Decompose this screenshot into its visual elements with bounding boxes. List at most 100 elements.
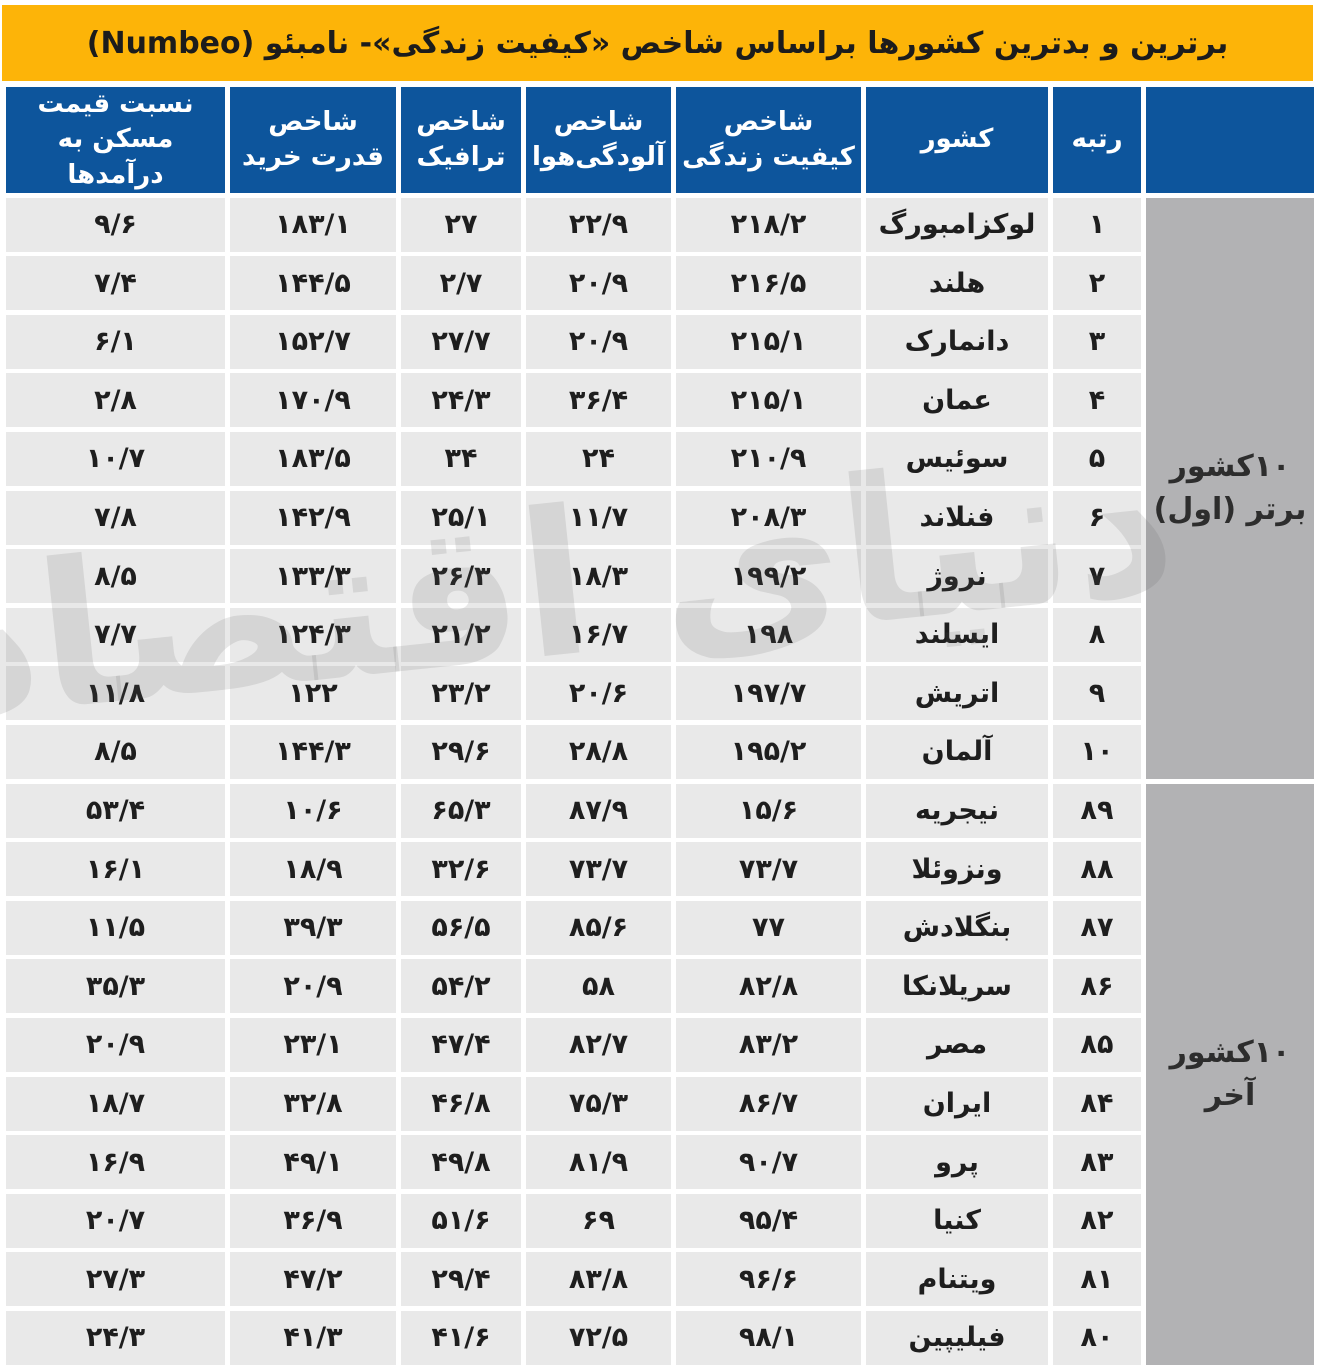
cell-quality-of-life-index: ۹۶/۶ (677, 1252, 862, 1307)
cell-rank: ۲ (1054, 256, 1142, 311)
cell-rank: ۸۰ (1054, 1310, 1142, 1365)
cell-traffic-index: ۴۹/۸ (402, 1135, 522, 1190)
cell-country: اتریش (867, 666, 1049, 721)
cell-house-price-to-income: ۱۰/۷ (7, 431, 226, 486)
cell-rank: ۹ (1054, 666, 1142, 721)
cell-house-price-to-income: ۱۱/۸ (7, 666, 226, 721)
cell-traffic-index: ۴۱/۶ (402, 1310, 522, 1365)
cell-quality-of-life-index: ۹۵/۴ (677, 1193, 862, 1248)
cell-air-pollution-index: ۸۳/۸ (527, 1252, 672, 1307)
column-header-quality-of-life-index: شاخص کیفیت زندگی (677, 87, 862, 193)
cell-air-pollution-index: ۱۶/۷ (527, 607, 672, 662)
cell-air-pollution-index: ۸۲/۷ (527, 1017, 672, 1072)
cell-country: هلند (867, 256, 1049, 311)
cell-traffic-index: ۲/۷ (402, 256, 522, 311)
cell-air-pollution-index: ۵۸ (527, 959, 672, 1014)
cell-air-pollution-index: ۱۸/۳ (527, 549, 672, 604)
cell-air-pollution-index: ۷۲/۵ (527, 1310, 672, 1365)
cell-quality-of-life-index: ۹۰/۷ (677, 1135, 862, 1190)
cell-house-price-to-income: ۷/۷ (7, 607, 226, 662)
cell-house-price-to-income: ۱۱/۵ (7, 900, 226, 955)
cell-air-pollution-index: ۲۰/۹ (527, 314, 672, 369)
cell-quality-of-life-index: ۲۱۵/۱ (677, 373, 862, 428)
cell-country: لوکزامبورگ (867, 197, 1049, 252)
cell-country: مصر (867, 1017, 1049, 1072)
cell-country: ونزوئلا (867, 842, 1049, 897)
cell-traffic-index: ۲۵/۱ (402, 490, 522, 545)
cell-house-price-to-income: ۹/۶ (7, 197, 226, 252)
cell-country: کنیا (867, 1193, 1049, 1248)
cell-purchasing-power-index: ۲۰/۹ (231, 959, 397, 1014)
cell-house-price-to-income: ۷/۴ (7, 256, 226, 311)
cell-quality-of-life-index: ۷۳/۷ (677, 842, 862, 897)
cell-purchasing-power-index: ۴۱/۳ (231, 1310, 397, 1365)
cell-traffic-index: ۵۶/۵ (402, 900, 522, 955)
cell-rank: ۵ (1054, 431, 1142, 486)
cell-traffic-index: ۲۴/۳ (402, 373, 522, 428)
cell-traffic-index: ۵۴/۲ (402, 959, 522, 1014)
cell-house-price-to-income: ۲۴/۳ (7, 1310, 226, 1365)
cell-traffic-index: ۴۷/۴ (402, 1017, 522, 1072)
cell-quality-of-life-index: ۸۳/۲ (677, 1017, 862, 1072)
cell-country: ایران (867, 1076, 1049, 1131)
cell-quality-of-life-index: ۸۲/۸ (677, 959, 862, 1014)
cell-quality-of-life-index: ۸۶/۷ (677, 1076, 862, 1131)
cell-air-pollution-index: ۸۷/۹ (527, 783, 672, 838)
cell-house-price-to-income: ۱۸/۷ (7, 1076, 226, 1131)
column-header-rank: رتبه (1054, 87, 1142, 193)
cell-country: ویتنام (867, 1252, 1049, 1307)
cell-traffic-index: ۴۶/۸ (402, 1076, 522, 1131)
cell-quality-of-life-index: ۱۹۷/۷ (677, 666, 862, 721)
cell-rank: ۸ (1054, 607, 1142, 662)
group-label-top10: ۱۰کشور برتر (اول) (1147, 197, 1315, 779)
cell-air-pollution-index: ۲۰/۹ (527, 256, 672, 311)
column-header-traffic-index: شاخص ترافیک (402, 87, 522, 193)
cell-traffic-index: ۲۶/۳ (402, 549, 522, 604)
cell-rank: ۸۹ (1054, 783, 1142, 838)
cell-air-pollution-index: ۷۳/۷ (527, 842, 672, 897)
cell-country: عمان (867, 373, 1049, 428)
cell-house-price-to-income: ۸/۵ (7, 549, 226, 604)
cell-air-pollution-index: ۱۱/۷ (527, 490, 672, 545)
countries-table: رتبه کشور شاخص کیفیت زندگی شاخص آلودگی‌ه… (2, 87, 1315, 1365)
cell-country: دانمارک (867, 314, 1049, 369)
cell-rank: ۸۱ (1054, 1252, 1142, 1307)
cell-purchasing-power-index: ۳۲/۸ (231, 1076, 397, 1131)
column-header-country: کشور (867, 87, 1049, 193)
cell-traffic-index: ۵۱/۶ (402, 1193, 522, 1248)
cell-house-price-to-income: ۲/۸ (7, 373, 226, 428)
cell-country: نیجریه (867, 783, 1049, 838)
cell-air-pollution-index: ۲۲/۹ (527, 197, 672, 252)
cell-purchasing-power-index: ۱۸۳/۵ (231, 431, 397, 486)
cell-purchasing-power-index: ۱۳۳/۳ (231, 549, 397, 604)
cell-quality-of-life-index: ۲۱۸/۲ (677, 197, 862, 252)
cell-air-pollution-index: ۸۱/۹ (527, 1135, 672, 1190)
cell-purchasing-power-index: ۴۹/۱ (231, 1135, 397, 1190)
cell-house-price-to-income: ۱۶/۱ (7, 842, 226, 897)
cell-country: سریلانکا (867, 959, 1049, 1014)
cell-rank: ۸۸ (1054, 842, 1142, 897)
cell-purchasing-power-index: ۱۲۴/۳ (231, 607, 397, 662)
cell-air-pollution-index: ۳۶/۴ (527, 373, 672, 428)
cell-house-price-to-income: ۱۶/۹ (7, 1135, 226, 1190)
cell-rank: ۸۷ (1054, 900, 1142, 955)
cell-traffic-index: ۳۲/۶ (402, 842, 522, 897)
column-header-purchasing-power-index: شاخص قدرت خرید (231, 87, 397, 193)
cell-house-price-to-income: ۳۵/۳ (7, 959, 226, 1014)
cell-purchasing-power-index: ۳۹/۳ (231, 900, 397, 955)
cell-quality-of-life-index: ۱۹۸ (677, 607, 862, 662)
cell-house-price-to-income: ۶/۱ (7, 314, 226, 369)
cell-purchasing-power-index: ۱۰/۶ (231, 783, 397, 838)
cell-rank: ۱ (1054, 197, 1142, 252)
cell-purchasing-power-index: ۴۷/۲ (231, 1252, 397, 1307)
cell-rank: ۸۵ (1054, 1017, 1142, 1072)
cell-purchasing-power-index: ۱۸۳/۱ (231, 197, 397, 252)
cell-house-price-to-income: ۲۰/۹ (7, 1017, 226, 1072)
cell-quality-of-life-index: ۹۸/۱ (677, 1310, 862, 1365)
cell-house-price-to-income: ۵۳/۴ (7, 783, 226, 838)
cell-country: آلمان (867, 724, 1049, 779)
cell-house-price-to-income: ۷/۸ (7, 490, 226, 545)
cell-purchasing-power-index: ۱۷۰/۹ (231, 373, 397, 428)
cell-purchasing-power-index: ۱۲۲ (231, 666, 397, 721)
page-title: برترین و بدترین کشورها براساس شاخص «کیفی… (3, 5, 1314, 81)
